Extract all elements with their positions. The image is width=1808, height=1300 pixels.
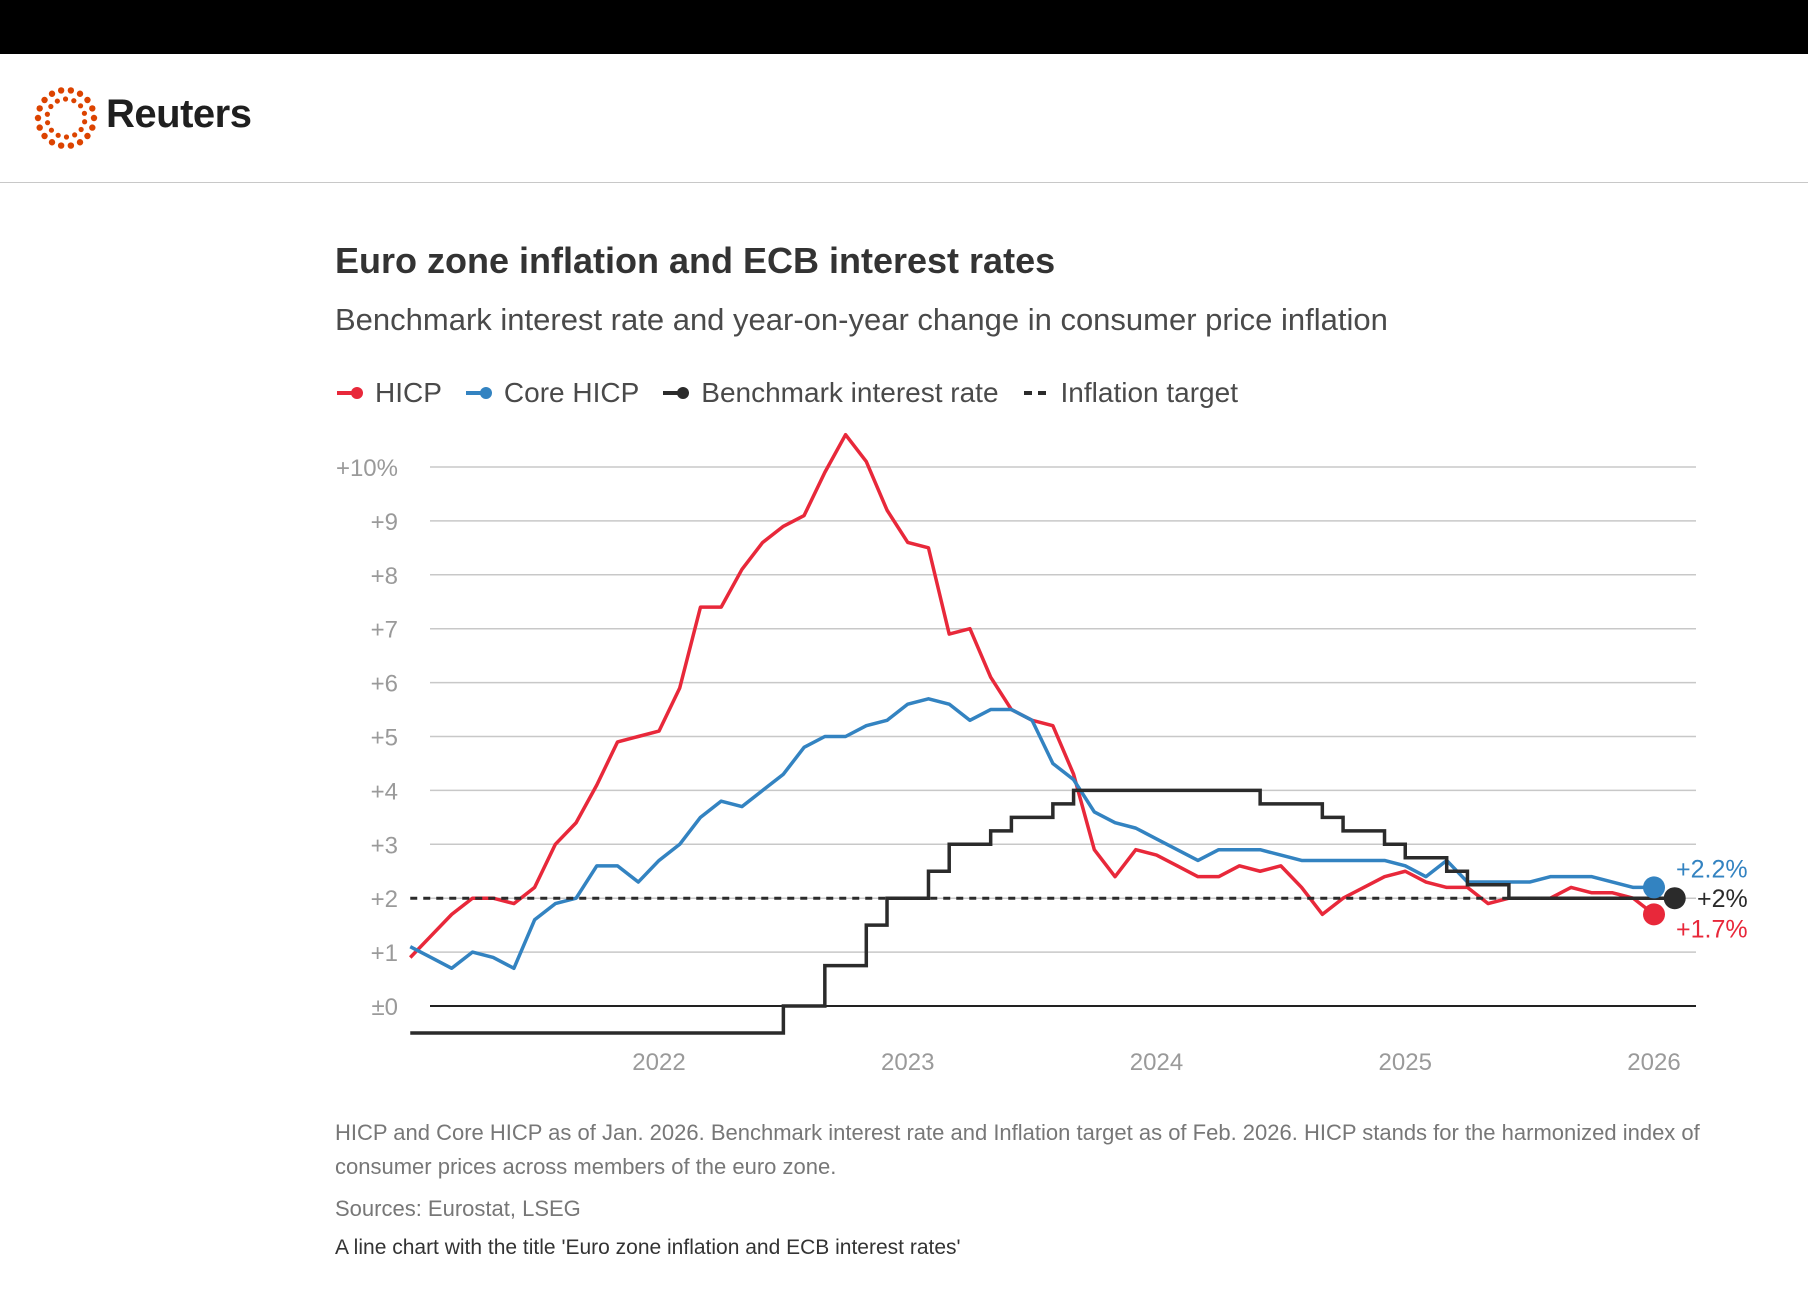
y-tick-label: ±0 [371, 994, 398, 1021]
chart-sources: Sources: Eurostat, LSEG [335, 1196, 581, 1221]
x-tick-label: 2024 [1130, 1049, 1183, 1076]
logo-dot [48, 139, 56, 146]
y-tick-label: +1 [371, 940, 398, 967]
x-tick-label: 2022 [632, 1049, 685, 1076]
legend-label-hicp: HICP [375, 377, 442, 408]
logo-dot [90, 114, 98, 122]
logo-dot [89, 124, 96, 131]
logo-dot [34, 114, 42, 122]
legend-label-inflation-target: Inflation target [1060, 377, 1238, 408]
chart-subtitle: Benchmark interest rate and year-on-year… [335, 302, 1388, 337]
logo-dot [82, 119, 88, 125]
series-benchmark-rate-line [410, 788, 1675, 1035]
logo-dot [48, 103, 54, 110]
series-end-labels: +2.2%+2%+1.7% [1643, 855, 1748, 943]
x-axis-ticks: 2022 2023 2024 2025 2026 [632, 1049, 1680, 1076]
core-hicp-end-marker [1643, 876, 1665, 899]
logo-dot [48, 90, 56, 97]
logo-dot [76, 90, 84, 97]
y-tick-label: +6 [371, 671, 398, 698]
logo-dot [54, 98, 60, 104]
line-chart: ±0+1+2+3+4+5+6+7+8+9+10% 2022 2023 2024 202… [336, 432, 1748, 1076]
hicp-end-label: +1.7% [1676, 915, 1748, 943]
logo-dot [84, 132, 91, 140]
logo-dot [89, 105, 96, 112]
y-axis-ticks: ±0 +1 +2 +3 +4 +5 +6 +7 +8 +9 +10% [336, 455, 398, 1021]
brand-name[interactable]: Reuters [106, 92, 252, 136]
benchmark-rate-end-label: +2% [1697, 885, 1748, 913]
y-tick-label: +3 [371, 832, 398, 859]
x-tick-label: 2026 [1627, 1049, 1680, 1076]
y-tick-label: +8 [371, 563, 398, 590]
logo-dot [57, 142, 65, 149]
top-black-bar [0, 0, 1808, 54]
logo-dot [57, 87, 65, 94]
legend-swatch-core-hicp [465, 387, 492, 399]
site-header [0, 54, 1808, 183]
logo-dot [84, 96, 91, 104]
logo-dot [41, 96, 48, 104]
legend-swatch-inflation-target [1023, 391, 1051, 395]
logo-dot [77, 103, 84, 109]
legend-item-core-hicp: Core HICP [464, 377, 639, 409]
logo-dot [48, 127, 55, 133]
logo-dot [62, 96, 69, 102]
logo-dot [76, 139, 84, 146]
logo-dot [36, 124, 43, 131]
legend-item-inflation-target: Inflation target [1021, 377, 1238, 409]
series-core-hicp-line [409, 697, 1654, 971]
logo-dot [81, 110, 88, 116]
hicp-end-marker [1643, 903, 1665, 926]
legend-item-hicp: HICP [335, 377, 442, 409]
y-tick-label: +7 [371, 617, 398, 644]
logo-dot [44, 120, 51, 126]
y-tick-label: +5 [371, 725, 398, 752]
logo-dot [44, 111, 50, 117]
logo-dot [67, 87, 75, 94]
y-tick-label: +9 [371, 509, 398, 536]
legend-label-benchmark-rate: Benchmark interest rate [701, 377, 999, 408]
logo-dot [78, 126, 84, 133]
logo-dot [41, 132, 48, 140]
core-hicp-end-label: +2.2% [1676, 855, 1748, 883]
legend-swatch-hicp [337, 387, 363, 399]
y-tick-label: +10% [336, 455, 398, 482]
chart-title: Euro zone inflation and ECB interest rat… [335, 240, 1056, 281]
legend-label-core-hicp: Core HICP [503, 377, 640, 408]
chart-grid [430, 466, 1696, 1007]
reuters-logo-icon[interactable] [34, 86, 98, 150]
legend-item-benchmark-rate: Benchmark interest rate [661, 377, 999, 409]
logo-dot [67, 142, 75, 149]
chart-series [408, 432, 1675, 1035]
x-tick-label: 2025 [1379, 1049, 1432, 1076]
chart-note: HICP and Core HICP as of Jan. 2026. Benc… [335, 1120, 1700, 1179]
logo-dot [72, 132, 78, 138]
legend-swatch-benchmark-rate [663, 387, 690, 399]
y-tick-label: +2 [371, 886, 398, 913]
logo-dot [63, 134, 70, 140]
logo-dot [71, 98, 77, 104]
logo-dot [36, 105, 43, 112]
chart-legend: HICP Core HICP Benchmark interest rate I… [335, 373, 1260, 413]
logo-dot [55, 132, 61, 138]
x-tick-label: 2023 [881, 1049, 934, 1076]
benchmark-rate-end-marker [1663, 887, 1686, 910]
y-tick-label: +4 [371, 778, 398, 805]
chart-alt-text: A line chart with the title 'Euro zone i… [335, 1236, 961, 1259]
